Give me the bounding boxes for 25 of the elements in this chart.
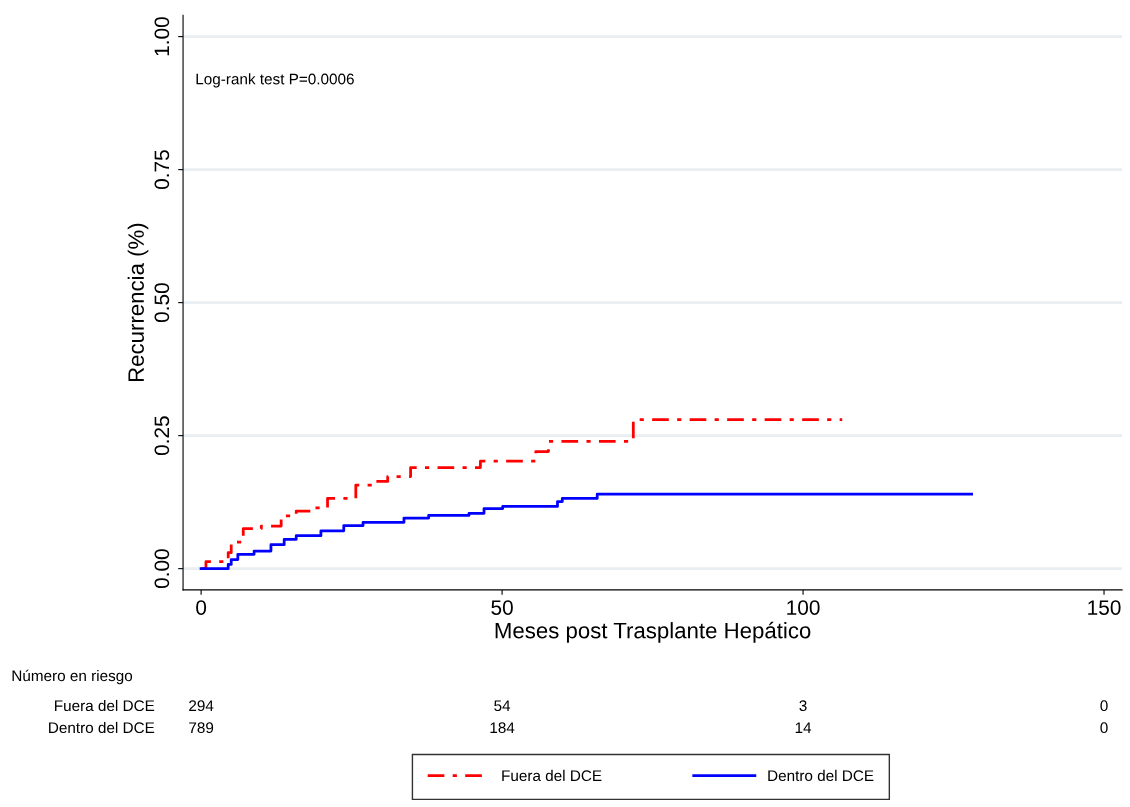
text: 14 <box>795 722 812 733</box>
y-tick-label: 0.75 <box>154 150 170 190</box>
x-tick-label: 150 <box>1088 600 1121 615</box>
text: 294 <box>189 700 214 712</box>
text: 0 <box>1100 722 1108 734</box>
x-tick-label: 100 <box>787 600 820 615</box>
text: 789 <box>189 722 214 734</box>
text: 3 <box>799 700 807 712</box>
y-tick-label: 0.00 <box>154 549 170 589</box>
y-tick-label: 1.00 <box>154 17 170 56</box>
legend-label: Dentro del DCE <box>768 769 874 782</box>
x-tick-label: 50 <box>491 600 513 615</box>
text: Número en riesgo <box>12 669 133 685</box>
x-tick-label: 0 <box>196 600 207 615</box>
text: Dentro del DCE <box>49 721 155 734</box>
y-axis-title: Recurrencia (%) <box>127 223 149 382</box>
x-axis-title: Meses post Trasplante Hepático <box>495 621 811 643</box>
text: Fuera del DCE <box>55 699 155 712</box>
legend-label: Fuera del DCE <box>502 769 602 782</box>
text: 0 <box>1100 700 1108 712</box>
annotation: Log-rank test P=0.0006 <box>196 73 354 88</box>
y-tick-label: 0.25 <box>154 416 170 456</box>
text: 54 <box>494 700 511 712</box>
text: 184 <box>490 722 515 734</box>
y-tick-label: 0.50 <box>154 283 170 323</box>
